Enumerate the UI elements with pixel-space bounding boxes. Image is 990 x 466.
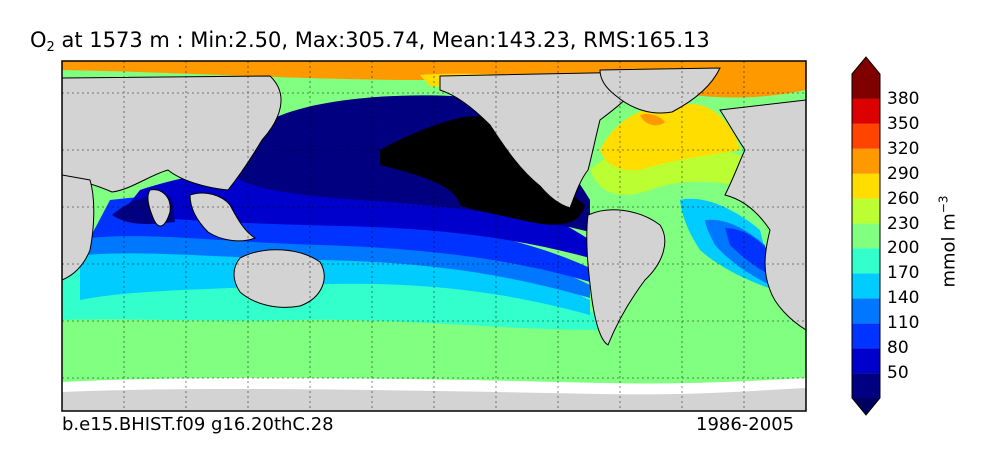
- colorbar-tick-label: 140: [887, 288, 920, 309]
- atlantic-band-140: [705, 219, 770, 285]
- land: [62, 67, 806, 346]
- map-frame: [61, 60, 807, 412]
- title-variable: O: [30, 28, 47, 52]
- colorbar-over-extension: [852, 57, 880, 74]
- colorbar-tick-label: 260: [887, 188, 920, 209]
- case-name: b.e15.BHIST.f09 g16.20thC.28: [62, 414, 334, 435]
- north-atlantic-band-290: [600, 103, 740, 171]
- colorbar-tick-label: 80: [887, 338, 909, 359]
- colorbar-under-extension: [852, 398, 880, 415]
- colorbar-tick-label: 170: [887, 263, 920, 284]
- australia: [233, 249, 325, 308]
- band-80: [120, 166, 590, 258]
- colorbar-band: [852, 248, 880, 274]
- colorbar-tick-label: 110: [887, 313, 920, 334]
- map-field: [62, 61, 806, 411]
- colorbar-band: [852, 223, 880, 249]
- colorbar-band: [852, 173, 880, 199]
- colorbar: [851, 56, 881, 416]
- title-stats: at 1573 m : Min:2.50, Max:305.74, Mean:1…: [54, 28, 710, 52]
- atlantic-band-110: [725, 228, 770, 275]
- africa-east: [62, 174, 95, 281]
- south-america: [586, 209, 666, 346]
- colorbar-tick-label: 50: [887, 363, 909, 384]
- colorbar-tick-label: 320: [887, 138, 920, 159]
- colorbar-tick-label: 230: [887, 213, 920, 234]
- map-title: O2 at 1573 m : Min:2.50, Max:305.74, Mea…: [30, 28, 710, 55]
- colorbar-band: [852, 148, 880, 174]
- colorbar-band: [852, 298, 880, 324]
- europe-africa: [719, 99, 806, 331]
- colorbar-band: [852, 348, 880, 374]
- oxygen-minimum-zone: [380, 116, 585, 225]
- colorbar-band: [852, 123, 880, 149]
- antarctica: [62, 388, 806, 411]
- period-label: 1986-2005: [696, 414, 795, 435]
- colorbar-tick-label: 350: [887, 113, 920, 134]
- unit-base: mmol m: [938, 213, 960, 288]
- colorbar-band: [852, 98, 880, 124]
- colorbar-tick-label: 200: [887, 238, 920, 259]
- colorbar-outline: [851, 56, 881, 416]
- southeast-asia: [189, 192, 257, 242]
- colorbar-band: [852, 323, 880, 349]
- north-america: [439, 71, 641, 209]
- colorbar-band: [852, 373, 880, 398]
- colorbar-band: [852, 74, 880, 99]
- colorbar-unit: mmol m−3: [937, 182, 960, 302]
- graticule: [62, 61, 806, 411]
- greenland: [599, 67, 721, 114]
- colorbar-band: [852, 273, 880, 299]
- colorbar-tick-label: 380: [887, 88, 920, 109]
- title-subscript: 2: [46, 40, 55, 55]
- india: [147, 189, 171, 227]
- labrador-sea-max: [640, 113, 665, 126]
- colorbar-band: [852, 198, 880, 224]
- colorbar-tick-label: 290: [887, 163, 920, 184]
- asia: [62, 75, 282, 193]
- unit-exponent: −3: [936, 195, 951, 214]
